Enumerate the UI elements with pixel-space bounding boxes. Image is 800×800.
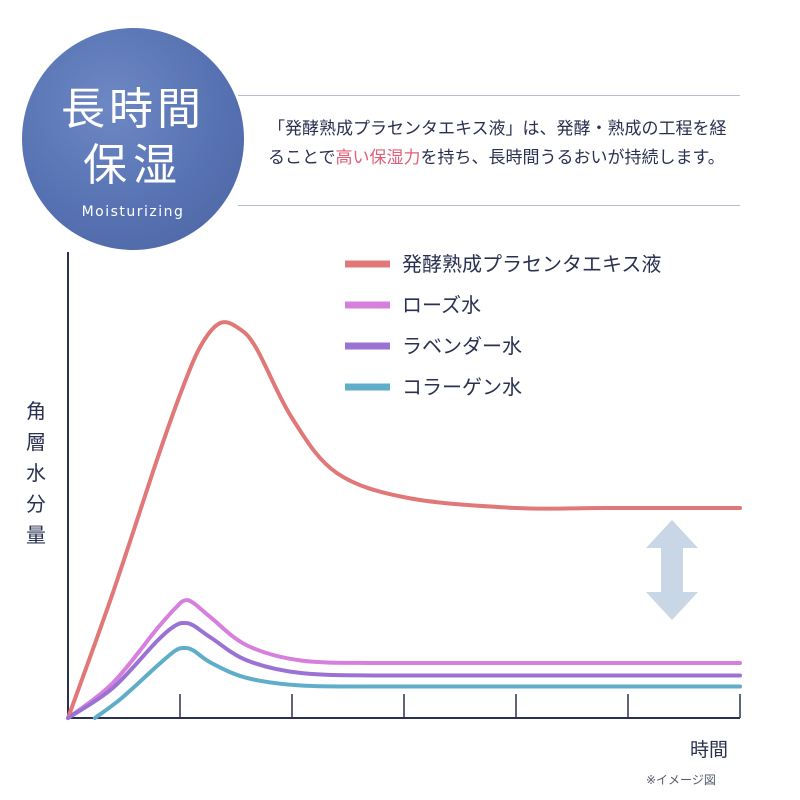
badge-title-line2: 保湿 — [83, 140, 183, 191]
image-note: ※イメージ図 — [646, 773, 716, 787]
y-axis-label-char: 角 — [26, 399, 46, 423]
series-line-2 — [66, 598, 742, 720]
y-axis-label-char: 水 — [26, 461, 46, 485]
y-axis-label-char: 量 — [26, 523, 46, 547]
x-axis-label: 時間 — [690, 739, 729, 761]
legend-label-3: ラベンダー水 — [402, 334, 522, 358]
description-highlight: 高い保湿力 — [335, 148, 421, 168]
moisturizing-badge: 長時間 保湿 Moisturizing — [22, 28, 244, 250]
description-text: 「発酵熟成プラセンタエキス液」は、発酵・熟成の工程を経ることで高い保湿力を持ち、… — [268, 115, 738, 173]
y-axis-label-char: 分 — [26, 492, 46, 516]
header-rule-bottom — [238, 205, 740, 206]
badge-subtitle: Moisturizing — [81, 204, 185, 220]
series-line-3 — [66, 620, 742, 720]
badge-title-line1: 長時間 — [61, 84, 205, 135]
series-line-1 — [66, 320, 742, 720]
legend-label-2: ローズ水 — [402, 293, 481, 317]
y-axis-label-char: 層 — [26, 430, 46, 454]
header-rule-top — [238, 95, 740, 96]
series-line-4 — [92, 645, 742, 720]
legend-label-1: 発酵熟成プラセンタエキス液 — [402, 252, 661, 276]
legend-label-4: コラーゲン水 — [402, 375, 522, 399]
description-part2: を持ち、長時間うるおいが持続します。 — [420, 148, 725, 168]
comparison-arrow — [646, 520, 698, 620]
description-part1: 「発酵熟成プラセンタエキス液」は、発酵・熟成の工程を経ることで — [268, 119, 727, 168]
